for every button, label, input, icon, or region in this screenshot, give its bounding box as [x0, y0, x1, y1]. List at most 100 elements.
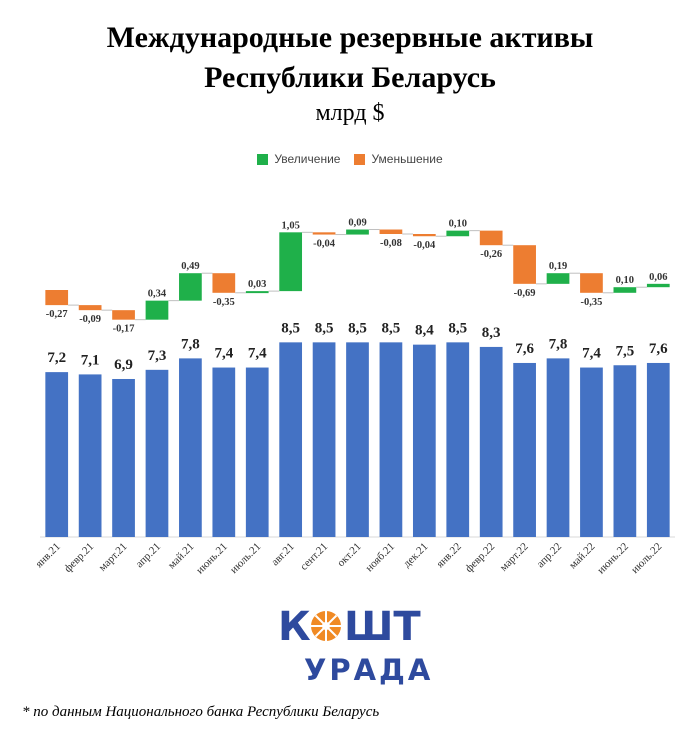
increase-bar: [245, 291, 269, 294]
logo-coin-icon: [311, 611, 341, 641]
bar-value-label: 8,5: [448, 320, 467, 336]
x-tick-label: июль.21: [228, 541, 263, 576]
change-value-label: -0,08: [380, 238, 402, 249]
legend-label-decrease: Уменьшение: [371, 152, 443, 166]
bar-value-label: 7,6: [649, 341, 668, 357]
decrease-bar: [45, 290, 69, 306]
reserve-bar: [646, 362, 670, 537]
bar-value-label: 8,5: [348, 320, 367, 336]
chart-title-line-1: Международные резервные активы: [106, 21, 594, 54]
bar-value-label: 8,5: [281, 320, 300, 336]
bar-value-label: 7,4: [248, 346, 267, 362]
reserve-bar: [513, 362, 536, 537]
x-tick-label: янв.21: [33, 541, 63, 571]
chart-title-line-2: Республики Беларусь: [204, 61, 496, 94]
bar-value-label: 7,3: [148, 348, 167, 364]
change-value-label: 0,06: [649, 272, 667, 283]
bar-value-label: 8,5: [382, 320, 401, 336]
x-tick-label: май.21: [166, 541, 197, 572]
change-value-label: -0,04: [413, 240, 436, 251]
decrease-bar: [479, 230, 503, 246]
legend-label-increase: Увеличение: [274, 152, 341, 166]
reserve-bar: [78, 374, 102, 537]
reserve-bar: [112, 378, 135, 537]
x-tick-label: янв.22: [434, 541, 464, 571]
bar-value-label: 8,3: [482, 325, 501, 341]
chart-subtitle-units: млрд $: [315, 100, 385, 126]
x-tick-label: апр.21: [133, 541, 163, 571]
reserve-bar: [346, 342, 369, 537]
decrease-bar: [312, 232, 336, 235]
decrease-bar: [580, 273, 603, 293]
increase-bar: [279, 232, 303, 292]
change-value-label: -0,35: [213, 297, 235, 308]
bar-value-label: 7,1: [81, 352, 100, 368]
x-tick-label: март.22: [498, 541, 531, 574]
change-value-label: 0,19: [549, 261, 567, 272]
change-value-label: 0,10: [449, 219, 467, 230]
reserve-bar: [45, 372, 69, 537]
x-tick-label: апр.22: [535, 541, 565, 571]
bar-value-label: 7,6: [515, 341, 534, 357]
reserves-chart: 7,2 янв.21 7,1 февр.21 6,9 март.21 7,3 апр.21 7,…: [33, 218, 675, 577]
change-value-label: -0,09: [79, 314, 101, 325]
change-value-label: 1,05: [281, 220, 299, 231]
increase-bar: [646, 283, 670, 288]
x-tick-label: февр.21: [62, 541, 96, 575]
reserve-bar: [312, 342, 336, 537]
reserve-bar: [412, 344, 436, 537]
decrease-bar: [112, 310, 135, 320]
bar-value-label: 7,8: [181, 336, 200, 352]
bar-value-label: 7,4: [582, 346, 601, 362]
bar-value-label: 7,2: [47, 350, 66, 366]
reserve-bar: [212, 367, 236, 537]
x-tick-label: дек.21: [401, 541, 430, 570]
legend-swatch-increase: [257, 153, 269, 165]
change-value-label: -0,27: [46, 309, 68, 320]
reserve-bar: [580, 367, 603, 537]
increase-bar: [446, 230, 470, 237]
change-value-label: 0,10: [616, 275, 634, 286]
legend-swatch-decrease: [354, 153, 366, 165]
source-footnote: * по данным Национального банка Республи…: [22, 704, 380, 720]
x-tick-label: февр.22: [463, 541, 497, 575]
bar-value-label: 8,4: [415, 323, 434, 339]
increase-bar: [179, 273, 202, 301]
decrease-bar: [412, 234, 436, 237]
reserve-bar: [145, 369, 169, 537]
change-value-label: -0,69: [514, 288, 536, 299]
change-value-label: -0,04: [313, 239, 336, 250]
x-tick-label: июнь.21: [194, 541, 230, 577]
x-tick-label: июнь.22: [595, 541, 631, 577]
increase-bar: [546, 273, 570, 284]
change-value-label: 0,49: [181, 261, 199, 272]
chart-legend: Увеличение Уменьшение: [0, 152, 700, 166]
reserve-bar: [479, 346, 503, 537]
logo-letter-k: К: [278, 604, 311, 650]
change-value-label: 0,34: [148, 289, 167, 300]
x-tick-label: март.21: [97, 541, 130, 574]
reserve-bar: [546, 358, 570, 537]
bar-value-label: 7,5: [615, 343, 634, 359]
logo-letters-sht: ШТ: [344, 604, 421, 650]
decrease-bar: [379, 229, 403, 234]
decrease-bar: [78, 305, 102, 311]
koshta-urada-logo: К ШТ УРАДА: [278, 604, 433, 687]
increase-bar: [613, 287, 637, 293]
reserve-bar: [446, 342, 470, 537]
change-value-label: -0,17: [113, 324, 135, 335]
reserve-bar: [379, 342, 403, 537]
reserve-bar: [613, 365, 637, 537]
decrease-bar: [513, 245, 536, 284]
increase-bar: [346, 229, 369, 235]
x-tick-label: июль.22: [629, 541, 664, 576]
reserve-bar: [279, 342, 303, 537]
x-tick-label: май.22: [567, 541, 598, 572]
legend-item-decrease: Уменьшение: [354, 152, 443, 166]
x-tick-label: нояб.21: [363, 541, 397, 575]
reserve-bar: [179, 358, 202, 537]
logo-urada: УРАДА: [304, 653, 433, 687]
reserve-bar: [245, 367, 269, 537]
bar-value-label: 8,5: [315, 320, 334, 336]
decrease-bar: [212, 273, 236, 293]
